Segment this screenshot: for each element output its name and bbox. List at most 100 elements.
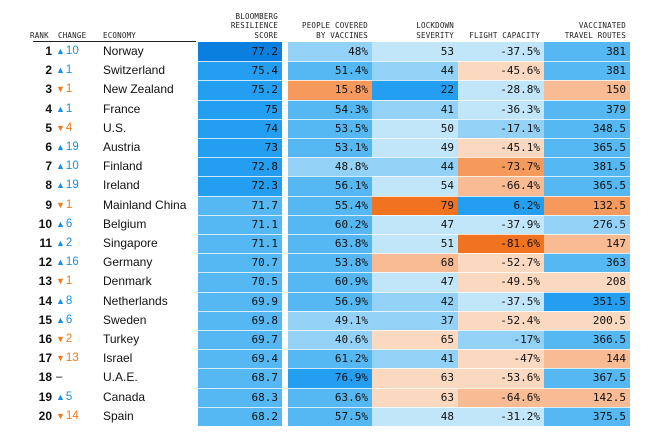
header-flight-lines: FLIGHT CAPACITY: [469, 31, 540, 41]
arrow-up-icon: ▲: [56, 257, 65, 268]
row-separator: [198, 214, 630, 216]
table-row: 20 ▼14 Spain 68.2 57.5% 48 -31.2% 375.5: [0, 406, 650, 426]
rank-cell: 18: [38, 370, 52, 385]
row-separator: [198, 349, 630, 351]
row-separator: [198, 138, 630, 139]
lockdown-cell: 44: [372, 157, 458, 177]
score-cell: 75.2: [198, 80, 282, 100]
row-separator: [198, 368, 630, 370]
routes-cell: 142.5: [544, 387, 630, 407]
lockdown-cell: 65: [372, 330, 458, 350]
flight-cell: -17%: [458, 330, 544, 350]
change-value: 13: [65, 352, 79, 365]
arrow-up-icon: ▲: [56, 314, 65, 325]
change-cell: ▲6: [56, 311, 96, 330]
rank-cell: 9: [45, 197, 52, 212]
arrow-down-icon: ▼: [56, 334, 65, 344]
row-separator: [198, 80, 630, 82]
flight-cell: -81.6%: [458, 234, 544, 254]
change-cell: ▲10: [56, 157, 96, 176]
routes-cell: 276.5: [544, 214, 630, 234]
table-row: 7 ▲10 Finland 72.8 48.8% 44 -73.7% 381.5: [0, 157, 650, 177]
flight-cell: -45.1%: [458, 138, 544, 158]
row-separator: [198, 61, 630, 63]
header-line: BLOOMBERG: [235, 11, 278, 21]
lockdown-cell: 53: [372, 42, 458, 62]
score-cell: 72.3: [198, 176, 282, 196]
arrow-up-icon: ▲: [56, 180, 65, 191]
change-value: 19: [65, 179, 79, 192]
flight-cell: -17.1%: [458, 118, 544, 138]
header-flight: FLIGHT CAPACITY: [458, 0, 540, 40]
rank-cell: 8: [45, 178, 52, 193]
flight-cell: -47%: [458, 349, 544, 369]
change-value: 5: [65, 390, 73, 403]
header-score-lines: BLOOMBERG RESILIENCE SCORE: [231, 12, 278, 41]
vaccines-cell: 40.6%: [288, 330, 372, 350]
lockdown-cell: 50: [372, 118, 458, 138]
arrow-up-icon: ▲: [56, 295, 65, 306]
rank-cell: 2: [45, 63, 52, 78]
header-line: PEOPLE COVERED: [301, 21, 368, 30]
table-row: 2 ▲1 Switzerland 75.4 51.4% 44 -45.6% 381: [0, 61, 650, 81]
lockdown-cell: 49: [372, 138, 458, 158]
score-cell: 71.7: [198, 195, 282, 215]
vaccines-cell: 56.9%: [288, 291, 372, 311]
row-separator: [198, 253, 630, 255]
flight-cell: -36.3%: [458, 99, 544, 119]
header-line: FLIGHT CAPACITY: [469, 30, 540, 40]
routes-cell: 147: [544, 234, 630, 254]
rank-cell: 20: [38, 408, 52, 423]
routes-cell: 208: [544, 272, 630, 292]
vaccines-cell: 53.8%: [288, 253, 372, 273]
change-cell: ▲1: [56, 100, 96, 119]
economy-cell: Netherlands: [103, 293, 168, 308]
score-cell: 75: [198, 99, 282, 119]
row-separator: [198, 387, 630, 389]
header-routes-lines: VACCINATED TRAVEL ROUTES: [565, 21, 626, 40]
row-separator: [198, 157, 630, 159]
change-cell: ▼13: [56, 349, 96, 368]
change-cell: ▲10: [56, 42, 96, 61]
row-separator: [198, 118, 630, 120]
header-rank: RANK: [30, 30, 49, 40]
economy-cell: Finland: [103, 159, 143, 174]
flight-cell: -53.6%: [458, 368, 544, 388]
score-cell: 68.2: [198, 406, 282, 426]
routes-cell: 351.5: [544, 291, 630, 311]
routes-cell: 365.5: [544, 138, 630, 158]
score-cell: 77.2: [198, 42, 282, 62]
arrow-down-icon: ▼: [56, 410, 65, 421]
lockdown-cell: 22: [372, 80, 458, 100]
change-value: 16: [65, 256, 79, 269]
change-value: 1: [65, 275, 73, 288]
lockdown-cell: 63: [372, 387, 458, 407]
routes-cell: 366.5: [544, 330, 630, 350]
score-cell: 69.8: [198, 310, 282, 330]
change-value: 10: [65, 160, 79, 173]
arrow-up-icon: ▲: [56, 142, 65, 152]
score-cell: 74: [198, 118, 282, 138]
routes-cell: 144: [544, 349, 630, 369]
header-economy: ECONOMY: [103, 30, 137, 40]
arrow-down-icon: ▼: [56, 84, 65, 95]
arrow-up-icon: ▲: [56, 238, 65, 248]
change-cell: ▲19: [56, 176, 96, 195]
rank-cell: 13: [38, 274, 52, 289]
routes-cell: 348.5: [544, 118, 630, 138]
table-row: 5 ▼4 U.S. 74 53.5% 50 -17.1% 348.5: [0, 118, 650, 138]
arrow-up-icon: ▲: [56, 391, 65, 402]
vaccines-cell: 48.8%: [288, 157, 372, 177]
header-line: TRAVEL ROUTES: [564, 30, 626, 40]
economy-cell: Singapore: [103, 236, 158, 250]
economy-cell: Turkey: [103, 332, 140, 346]
flight-cell: -49.5%: [458, 272, 544, 292]
score-cell: 70.7: [198, 253, 282, 273]
table-row: 16 ▼2 Turkey 69.7 40.6% 65 -17% 366.5: [0, 330, 650, 350]
flight-cell: -37.9%: [458, 214, 544, 234]
change-value: 1: [65, 83, 73, 96]
table-row: 10 ▲6 Belgium 71.1 60.2% 47 -37.9% 276.5: [0, 214, 650, 234]
economy-cell: Ireland: [103, 178, 140, 193]
table-row: 1 ▲10 Norway 77.2 48% 53 -37.5% 381: [0, 42, 650, 62]
vaccines-cell: 57.5%: [288, 406, 372, 426]
